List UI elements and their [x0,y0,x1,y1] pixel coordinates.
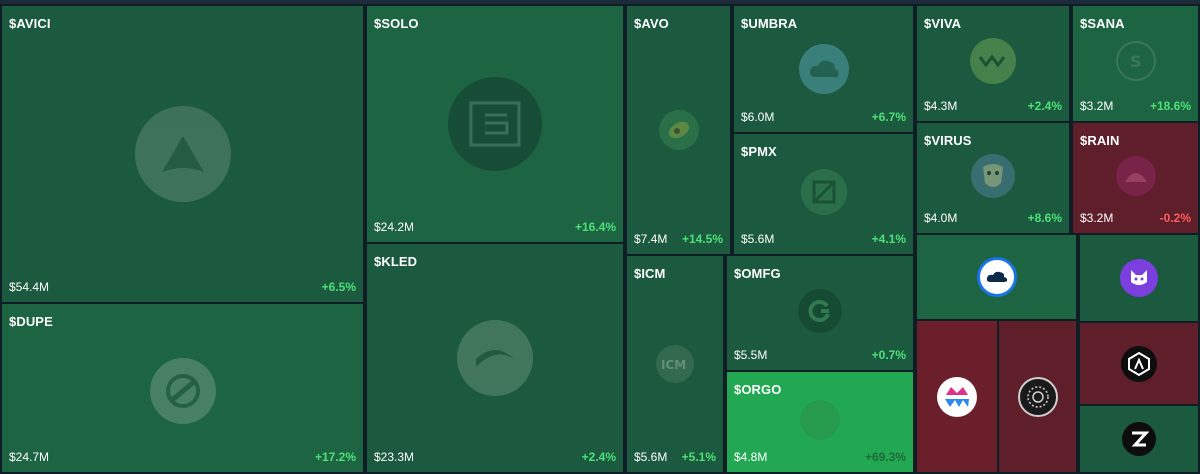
viva-logo-icon [970,38,1016,85]
tile-kled[interactable]: $KLED $23.3M +2.4% [365,242,625,474]
ticker-label: $KLED [374,254,418,269]
ticker-label: $SANA [1080,16,1125,31]
market-cap: $54.4M [9,280,50,294]
tile-umbra[interactable]: $UMBRA $6.0M +6.7% [732,4,915,134]
tile-orgo[interactable]: $ORGO $4.8M +69.3% [725,370,915,474]
avo-logo-icon [658,110,699,150]
price-change: -0.2% [1159,211,1191,225]
price-change: +17.2% [314,450,356,464]
ticker-label: $AVICI [9,16,51,31]
tile-avici[interactable]: $AVICI $54.4M +6.5% [0,4,365,304]
price-change: +2.4% [581,450,616,464]
avici-logo-icon [134,106,231,202]
crown-logo-icon [937,376,977,417]
svg-text:ICM: ICM [661,358,686,372]
hexagon-logo-icon [1121,345,1157,382]
tile-icm[interactable]: $ICM ICM $5.6M +5.1% [625,254,725,474]
ticker-label: $RAIN [1080,133,1120,148]
tile-small-z[interactable] [1078,404,1200,474]
market-cap: $3.2M [1080,211,1114,225]
market-cap: $5.6M [741,232,775,246]
tile-virus[interactable]: $VIRUS $4.0M +8.6% [915,121,1071,235]
market-cap: $24.7M [9,450,50,464]
tile-small-cloud[interactable] [915,233,1078,321]
tile-small-hexagon[interactable] [1078,321,1200,406]
ticker-label: $SOLO [374,16,419,31]
tile-omfg[interactable]: $OMFG $5.5M +0.7% [725,254,915,372]
omfg-logo-icon [798,288,842,333]
market-cap: $4.0M [924,211,958,225]
sana-logo-icon: S [1115,41,1156,82]
tile-small-cat[interactable] [1078,233,1200,323]
ticker-label: $ORGO [734,382,782,397]
pmx-logo-icon [800,168,847,215]
solo-logo-icon [448,77,542,171]
kled-logo-icon [457,320,533,396]
price-change: +2.4% [1027,99,1062,113]
top-bar [0,0,1200,4]
price-change: +8.6% [1027,211,1062,225]
price-change: +6.5% [321,280,356,294]
market-cap: $7.4M [634,232,668,246]
price-change: +16.4% [574,220,616,234]
market-cap: $3.2M [1080,99,1114,113]
umbra-logo-icon [798,44,849,94]
dupe-logo-icon [149,358,216,425]
tile-dupe[interactable]: $DUPE $24.7M +17.2% [0,302,365,474]
ticker-label: $UMBRA [741,16,798,31]
ticker-label: $OMFG [734,266,781,281]
price-change: +14.5% [681,232,723,246]
virus-logo-icon [971,153,1015,198]
tile-small-crown[interactable] [915,319,999,474]
cat-logo-icon [1120,259,1158,297]
orgo-logo-icon [800,400,840,440]
rain-logo-icon [1115,155,1156,196]
ticker-label: $VIVA [924,16,962,31]
price-change: +69.3% [864,450,906,464]
ticker-label: $ICM [634,266,666,281]
price-change: +0.7% [871,348,906,362]
tile-viva[interactable]: $VIVA $4.3M +2.4% [915,4,1071,123]
price-change: +5.1% [681,450,716,464]
price-change: +4.1% [871,232,906,246]
svg-text:S: S [1130,52,1142,71]
market-cap: $5.5M [734,348,768,362]
market-cap: $4.8M [734,450,768,464]
price-change: +6.7% [871,110,906,124]
medallion-logo-icon [1017,376,1058,417]
market-cap: $4.3M [924,99,958,113]
ticker-label: $PMX [741,144,777,159]
z-logo-icon [1122,422,1156,456]
tile-pmx[interactable]: $PMX $5.6M +4.1% [732,132,915,256]
tile-solo[interactable]: $SOLO $24.2M +16.4% [365,4,625,244]
tile-small-medallion[interactable] [997,319,1078,474]
market-cap: $24.2M [374,220,415,234]
ticker-label: $DUPE [9,314,53,329]
price-change: +18.6% [1149,99,1191,113]
ticker-label: $VIRUS [924,133,972,148]
tile-rain[interactable]: $RAIN $3.2M -0.2% [1071,121,1200,235]
icm-logo-icon: ICM [656,345,694,383]
market-cap: $6.0M [741,110,775,124]
market-cap: $23.3M [374,450,415,464]
market-cap: $5.6M [634,450,668,464]
cloud-logo-icon [976,257,1017,297]
tile-avo[interactable]: $AVO $7.4M +14.5% [625,4,732,256]
tile-sana[interactable]: $SANA S $3.2M +18.6% [1071,4,1200,123]
ticker-label: $AVO [634,16,669,31]
